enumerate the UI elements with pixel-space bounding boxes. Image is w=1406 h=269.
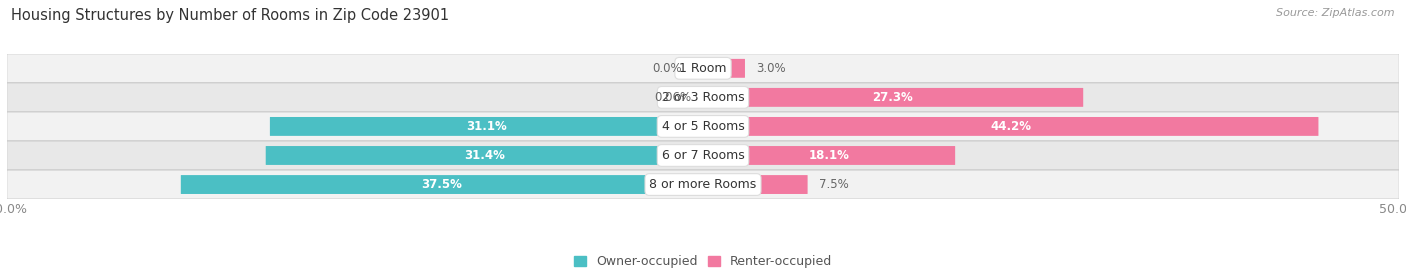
Text: Housing Structures by Number of Rooms in Zip Code 23901: Housing Structures by Number of Rooms in… [11,8,450,23]
FancyBboxPatch shape [703,117,1319,136]
Text: 4 or 5 Rooms: 4 or 5 Rooms [662,120,744,133]
Text: 1 Room: 1 Room [679,62,727,75]
FancyBboxPatch shape [703,175,807,194]
Legend: Owner-occupied, Renter-occupied: Owner-occupied, Renter-occupied [574,255,832,268]
Text: 2 or 3 Rooms: 2 or 3 Rooms [662,91,744,104]
FancyBboxPatch shape [7,112,1399,141]
FancyBboxPatch shape [703,59,745,78]
Text: 44.2%: 44.2% [990,120,1031,133]
FancyBboxPatch shape [181,175,703,194]
Text: 0.0%: 0.0% [652,62,682,75]
FancyBboxPatch shape [7,141,1399,170]
FancyBboxPatch shape [7,170,1399,199]
FancyBboxPatch shape [266,146,703,165]
FancyBboxPatch shape [703,146,955,165]
Text: 3.0%: 3.0% [756,62,786,75]
Text: 31.4%: 31.4% [464,149,505,162]
FancyBboxPatch shape [703,88,1083,107]
Text: 8 or more Rooms: 8 or more Rooms [650,178,756,191]
Text: Source: ZipAtlas.com: Source: ZipAtlas.com [1277,8,1395,18]
FancyBboxPatch shape [7,83,1399,112]
Text: 6 or 7 Rooms: 6 or 7 Rooms [662,149,744,162]
FancyBboxPatch shape [270,117,703,136]
Text: 7.5%: 7.5% [818,178,848,191]
Text: 37.5%: 37.5% [422,178,463,191]
Text: 0.06%: 0.06% [654,91,690,104]
Text: 27.3%: 27.3% [873,91,914,104]
Text: 18.1%: 18.1% [808,149,849,162]
Text: 31.1%: 31.1% [467,120,508,133]
FancyBboxPatch shape [7,54,1399,83]
